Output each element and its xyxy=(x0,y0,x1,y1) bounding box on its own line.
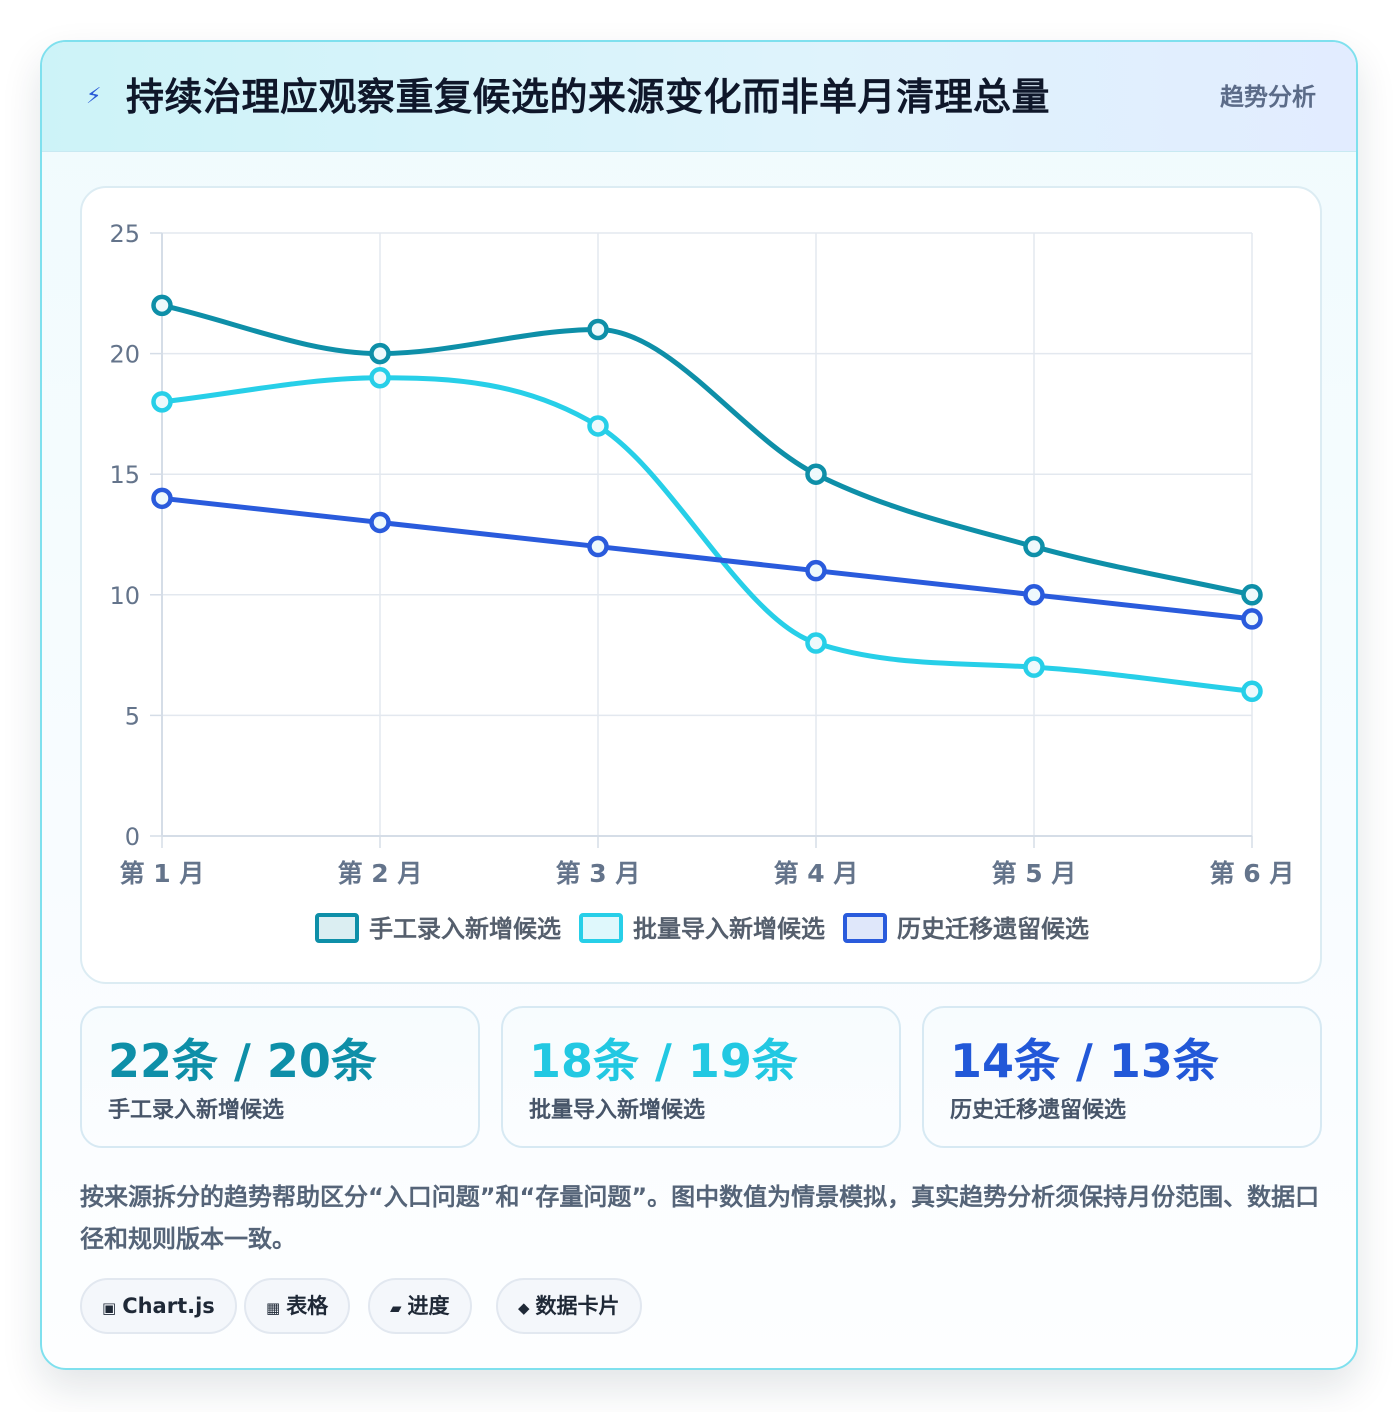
diamond-icon: ◆ xyxy=(518,1299,530,1317)
stat-card-manual: 22条 / 20条 手工录入新增候选 xyxy=(80,1006,480,1148)
data-point xyxy=(805,559,827,582)
page-title: 持续治理应观察重复候选的来源变化而非单月清理总量 xyxy=(126,75,1051,119)
card-header: ⚡ 持续治理应观察重复候选的来源变化而非单月清理总量 趋势分析 xyxy=(42,42,1356,152)
chip-icon: ▣ xyxy=(102,1299,117,1317)
chart-panel: 0 5 10 15 20 25 第 1 月 第 2 月 第 3 月 第 4 月 第 5 月 第 6 月… xyxy=(80,186,1322,984)
x-tick-label: 第 1 月 xyxy=(120,859,205,888)
progress-icon: ▰ xyxy=(390,1299,402,1317)
stat-label: 手工录入新增候选 xyxy=(108,1098,285,1123)
tag-label: 表格 xyxy=(286,1294,329,1318)
data-point xyxy=(805,632,827,654)
legend-swatch xyxy=(315,913,359,943)
y-tick-label: 5 xyxy=(125,702,140,730)
data-point xyxy=(1241,608,1263,630)
series-line-2 xyxy=(159,375,1255,694)
x-tick-label: 第 2 月 xyxy=(338,859,423,888)
stat-card-legacy: 14条 / 13条 历史迁移遗留候选 xyxy=(922,1006,1322,1148)
data-point xyxy=(587,535,609,558)
tag-table[interactable]: ▦ 表格 xyxy=(244,1278,351,1334)
data-point xyxy=(587,318,609,341)
stat-value: 22条 / 20条 xyxy=(108,1034,377,1088)
data-point xyxy=(1023,535,1045,558)
data-point xyxy=(369,342,391,365)
data-point xyxy=(1241,680,1263,703)
data-point xyxy=(151,487,173,510)
x-tick-label: 第 6 月 xyxy=(1210,859,1295,888)
data-point xyxy=(1241,584,1263,606)
x-tick-label: 第 5 月 xyxy=(992,859,1077,888)
stat-value: 14条 / 13条 xyxy=(950,1034,1219,1088)
y-tick-label: 10 xyxy=(109,582,140,610)
chart-card: ⚡ 持续治理应观察重复候选的来源变化而非单月清理总量 趋势分析 0 5 10 15 20… xyxy=(40,40,1358,1370)
y-tick-label: 15 xyxy=(109,461,140,489)
chart-note: 按来源拆分的趋势帮助区分“入口问题”和“存量问题”。图中数值为情景模拟，真实趋势… xyxy=(80,1183,1320,1253)
legend-label: 手工录入新增候选 xyxy=(369,915,561,943)
series-line-1 xyxy=(159,302,1255,598)
data-point xyxy=(587,415,609,437)
lightning-icon: ⚡ xyxy=(86,84,102,109)
stat-label: 历史迁移遗留候选 xyxy=(950,1098,1127,1123)
stat-card-batch: 18条 / 19条 批量导入新增候选 xyxy=(501,1006,901,1148)
data-point xyxy=(151,391,173,413)
legend-swatch xyxy=(579,913,623,943)
series-line-3 xyxy=(159,495,1255,622)
line-chart: 0 5 10 15 20 25 第 1 月 第 2 月 第 3 月 第 4 月 第 5 月 第 6 月… xyxy=(109,220,1295,943)
y-tick-label: 25 xyxy=(109,220,140,248)
tag-label: 数据卡片 xyxy=(535,1294,620,1318)
tag-data-card[interactable]: ◆ 数据卡片 xyxy=(496,1278,642,1334)
tag-label: Chart.js xyxy=(122,1294,215,1318)
y-tick-label: 20 xyxy=(109,341,140,369)
x-tick-label: 第 3 月 xyxy=(556,859,641,888)
table-icon: ▦ xyxy=(266,1299,281,1317)
data-point xyxy=(1023,584,1045,606)
tag-progress[interactable]: ▰ 进度 xyxy=(368,1278,472,1334)
tag-chartjs[interactable]: ▣ Chart.js xyxy=(80,1278,237,1334)
stat-value: 18条 / 19条 xyxy=(529,1034,798,1088)
data-point xyxy=(1023,656,1045,678)
stat-label: 批量导入新增候选 xyxy=(529,1098,706,1123)
data-point xyxy=(151,294,173,317)
data-point xyxy=(369,511,391,534)
tag-label: 进度 xyxy=(407,1294,450,1318)
legend-label: 历史迁移遗留候选 xyxy=(897,915,1089,943)
header-tag: 趋势分析 xyxy=(1220,83,1316,111)
x-tick-label: 第 4 月 xyxy=(774,859,859,888)
y-tick-label: 0 xyxy=(125,823,140,851)
legend-swatch xyxy=(843,913,887,943)
legend-label: 批量导入新增候选 xyxy=(633,915,825,943)
data-point xyxy=(369,366,391,389)
data-point xyxy=(805,463,827,485)
